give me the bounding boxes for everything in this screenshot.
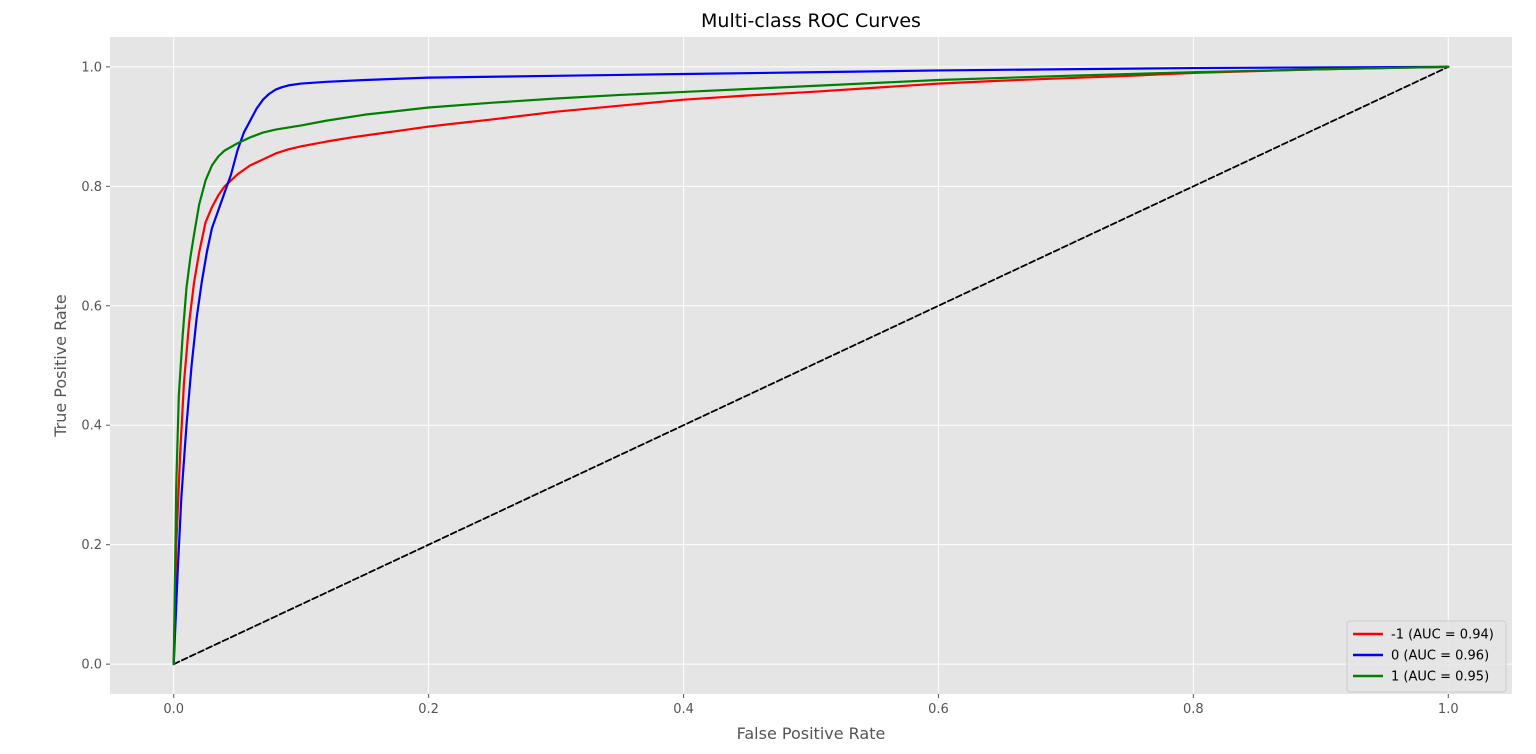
- tick-labels: 0.0 0.2 0.4 0.6 0.8 1.0 0.0 0.2 0.4 0.6 0.8 1.0: [81, 60, 1458, 717]
- y-tick-label: 1.0: [81, 60, 102, 75]
- x-tick-label: 0.2: [418, 702, 439, 717]
- x-axis-label: False Positive Rate: [737, 724, 886, 743]
- legend-entry-label: 0 (AUC = 0.96): [1391, 649, 1489, 664]
- x-tick-label: 0.6: [928, 702, 949, 717]
- y-tick-label: 0.0: [81, 658, 102, 673]
- roc-curve-line: [172, 65, 1450, 666]
- y-axis-label: True Positive Rate: [51, 294, 70, 438]
- series-layer: [172, 65, 1450, 666]
- x-tick-label: 1.0: [1438, 702, 1459, 717]
- y-tick-label: 0.6: [81, 299, 102, 314]
- x-tick-label: 0.8: [1183, 702, 1204, 717]
- grid-lines: [110, 37, 1512, 694]
- x-tick-label: 0.0: [163, 702, 184, 717]
- legend-entry-label: 1 (AUC = 0.95): [1391, 670, 1489, 685]
- y-tick-label: 0.2: [81, 538, 102, 553]
- x-tick-label: 0.4: [673, 702, 694, 717]
- legend-entry-label: -1 (AUC = 0.94): [1391, 628, 1494, 643]
- y-tick-label: 0.4: [81, 419, 102, 434]
- chance-diagonal-line: [172, 65, 1450, 666]
- legend-box: [1346, 620, 1507, 693]
- roc-curve-line: [172, 65, 1450, 666]
- chart-title: Multi-class ROC Curves: [701, 10, 921, 32]
- legend: -1 (AUC = 0.94) 0 (AUC = 0.96) 1 (AUC = 0.…: [1346, 620, 1507, 693]
- y-tick-label: 0.8: [81, 180, 102, 195]
- roc-curve-line: [172, 65, 1450, 666]
